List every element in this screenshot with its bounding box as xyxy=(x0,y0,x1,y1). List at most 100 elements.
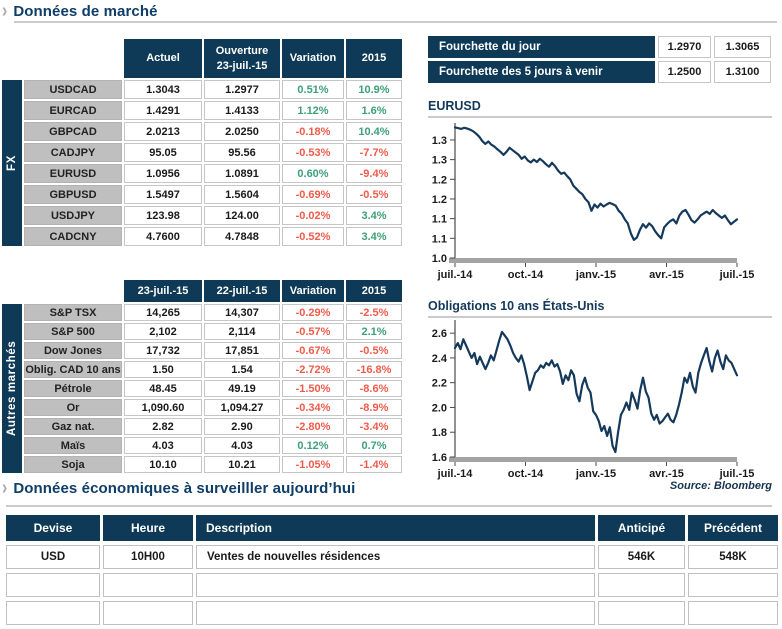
econ-title: Données économiques à surveilller aujour… xyxy=(13,480,356,497)
svg-text:2.4: 2.4 xyxy=(432,353,448,365)
value-cell: -0.29% xyxy=(282,304,344,321)
value-cell: 3.4% xyxy=(346,227,402,246)
calendar-cell: Ventes de nouvelles résidences xyxy=(196,545,595,569)
row-label: Maïs xyxy=(24,437,122,454)
value-cell: 1.50 xyxy=(124,361,202,378)
svg-text:1.3: 1.3 xyxy=(432,155,447,167)
row-label: CADJPY xyxy=(24,143,122,162)
source-note: Source: Bloomberg xyxy=(669,480,772,492)
value-cell: -0.34% xyxy=(282,399,344,416)
row-label: EURCAD xyxy=(24,101,122,120)
svg-text:2.2: 2.2 xyxy=(432,378,447,390)
row-label: S&P 500 xyxy=(24,323,122,340)
value-cell: 10.9% xyxy=(346,80,402,99)
column-header: Actuel xyxy=(124,39,202,78)
calendar-cell xyxy=(103,601,193,625)
range-row-label: Fourchette des 5 jours à venir xyxy=(428,61,655,83)
page-title: Données de marché xyxy=(13,3,158,20)
calendar-cell: 546K xyxy=(598,545,685,569)
value-cell: 4.03 xyxy=(124,437,202,454)
value-cell: 0.60% xyxy=(282,164,344,183)
group-label: FX xyxy=(2,80,22,246)
chart-title-underline xyxy=(428,116,772,118)
value-cell: 2.82 xyxy=(124,418,202,435)
title-underline xyxy=(6,505,772,507)
range-low: 1.2500 xyxy=(658,61,711,83)
value-cell: 1.5497 xyxy=(124,185,202,204)
value-cell: 17,851 xyxy=(204,342,280,359)
value-cell: -0.5% xyxy=(346,185,402,204)
market-data-section-title: › Données de marché xyxy=(2,0,158,22)
value-cell: -0.53% xyxy=(282,143,344,162)
value-cell: 1.4291 xyxy=(124,101,202,120)
value-cell: -0.69% xyxy=(282,185,344,204)
column-header: 2015 xyxy=(346,39,402,78)
value-cell: -0.57% xyxy=(282,323,344,340)
range-high: 1.3065 xyxy=(714,36,771,58)
fx-table: Actuel Ouverture 23-juil.-15 Variation 2015 F… xyxy=(2,39,402,246)
value-cell: 1.54 xyxy=(204,361,280,378)
value-cell: 1,090.60 xyxy=(124,399,202,416)
section-chevron-icon: › xyxy=(2,0,8,22)
svg-text:1.2: 1.2 xyxy=(432,194,447,206)
svg-text:1.1: 1.1 xyxy=(432,233,447,245)
range-high: 1.3100 xyxy=(714,61,771,83)
column-header: Ouverture 23-juil.-15 xyxy=(204,39,280,78)
value-cell: -16.8% xyxy=(346,361,402,378)
other-markets-table: 23-juil.-15 22-juil.-15 Variation 2015 Autre… xyxy=(2,280,402,473)
column-header: Description xyxy=(196,515,595,541)
row-label: USDCAD xyxy=(24,80,122,99)
svg-text:avr.-15: avr.-15 xyxy=(649,269,684,281)
value-cell: 1.2977 xyxy=(204,80,280,99)
title-underline xyxy=(14,21,777,23)
value-cell: 124.00 xyxy=(204,206,280,225)
value-cell: 0.51% xyxy=(282,80,344,99)
value-cell: 1.5604 xyxy=(204,185,280,204)
svg-text:2.6: 2.6 xyxy=(432,328,447,340)
value-cell: 1.0891 xyxy=(204,164,280,183)
value-cell: -2.5% xyxy=(346,304,402,321)
value-cell: 3.4% xyxy=(346,206,402,225)
value-cell: 95.05 xyxy=(124,143,202,162)
svg-text:avr.-15: avr.-15 xyxy=(649,468,684,480)
svg-text:janv.-15: janv.-15 xyxy=(575,468,616,480)
calendar-cell xyxy=(598,601,685,625)
value-cell: -1.4% xyxy=(346,456,402,473)
calendar-cell: USD xyxy=(6,545,100,569)
eurusd-chart-title: EURUSD xyxy=(428,99,481,113)
calendar-cell xyxy=(6,601,100,625)
svg-text:juil.-15: juil.-15 xyxy=(719,269,755,281)
value-cell: 49.19 xyxy=(204,380,280,397)
svg-text:1.8: 1.8 xyxy=(432,427,447,439)
value-cell: 1.12% xyxy=(282,101,344,120)
group-label: Autres marchés xyxy=(2,304,22,473)
row-label: Or xyxy=(24,399,122,416)
column-header: Variation xyxy=(282,39,344,78)
value-cell: 0.12% xyxy=(282,437,344,454)
section-chevron-icon: › xyxy=(2,477,8,499)
svg-text:oct.-14: oct.-14 xyxy=(508,468,544,480)
calendar-cell xyxy=(103,573,193,597)
value-cell: -9.4% xyxy=(346,164,402,183)
row-label: GBPUSD xyxy=(24,185,122,204)
svg-text:juil.-14: juil.-14 xyxy=(437,269,474,281)
value-cell: -2.72% xyxy=(282,361,344,378)
value-cell: -7.7% xyxy=(346,143,402,162)
value-cell: -3.4% xyxy=(346,418,402,435)
value-cell: 2,114 xyxy=(204,323,280,340)
value-cell: 1.0956 xyxy=(124,164,202,183)
range-table: Fourchette du jour 1.2970 1.3065 Fourche… xyxy=(428,36,771,83)
column-header: 22-juil.-15 xyxy=(204,280,280,302)
row-label: S&P TSX xyxy=(24,304,122,321)
value-cell: 2.90 xyxy=(204,418,280,435)
row-label: USDJPY xyxy=(24,206,122,225)
value-cell: 10.21 xyxy=(204,456,280,473)
value-cell: -1.05% xyxy=(282,456,344,473)
value-cell: 10.4% xyxy=(346,122,402,141)
value-cell: 4.7848 xyxy=(204,227,280,246)
row-label: Soja xyxy=(24,456,122,473)
row-label: Oblig. CAD 10 ans xyxy=(24,361,122,378)
row-label: CADCNY xyxy=(24,227,122,246)
value-cell: -2.80% xyxy=(282,418,344,435)
column-header: Devise xyxy=(6,515,100,541)
